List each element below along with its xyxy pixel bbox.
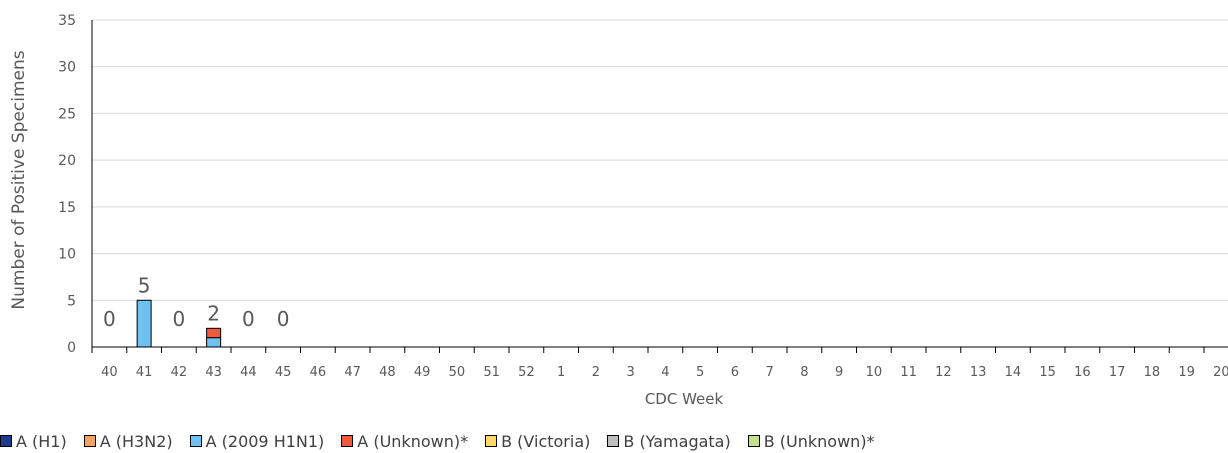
legend-swatch (485, 435, 498, 447)
y-tick-label: 30 (58, 60, 76, 76)
y-tick-label: 15 (58, 200, 76, 216)
x-tick-label: 10 (866, 365, 883, 380)
x-tick-label: 52 (518, 365, 535, 380)
x-tick-label: 11 (900, 365, 917, 380)
legend-swatch (189, 435, 202, 447)
total-label: 2 (207, 301, 220, 325)
x-tick-label: 15 (1039, 365, 1056, 380)
x-tick-label: 6 (731, 365, 739, 380)
y-tick-label: 35 (58, 13, 76, 29)
x-tick-label: 51 (483, 365, 500, 380)
x-tick-label: 13 (970, 365, 987, 380)
legend-label: B (Unknown)* (763, 431, 875, 451)
x-axis: 40 41 42 43 44 45 46 47 48 49 50 51 52 1 2 3 4 5 6 7 8 9 10 11 1… (91, 20, 1228, 380)
x-tick-label: 19 (1178, 365, 1195, 380)
x-tick-label: 20 (1213, 365, 1228, 380)
x-axis-label: CDC Week (645, 390, 724, 408)
legend-item: A (Unknown)* (341, 432, 468, 451)
x-tick-label: 7 (765, 365, 773, 380)
x-tick-label: 5 (696, 365, 704, 380)
x-tick-label: 18 (1144, 365, 1161, 380)
x-tick-label: 8 (800, 365, 808, 380)
gridlines (92, 19, 1228, 301)
x-tick-label: 50 (449, 365, 466, 380)
x-tick-label: 14 (1005, 365, 1022, 380)
legend-swatch (607, 435, 620, 447)
total-label: 5 (138, 273, 151, 297)
y-tick-label: 5 (67, 293, 76, 309)
total-label: 0 (173, 307, 186, 331)
bar-segment (206, 327, 222, 339)
total-label: 0 (277, 307, 290, 331)
legend-swatch (341, 435, 354, 447)
x-tick-label: 3 (626, 365, 634, 380)
legend-item: A (H3N2) (83, 431, 173, 451)
legend-label: A (2009 H1N1) (205, 431, 325, 451)
x-tick-label: 9 (835, 365, 843, 380)
x-tick-label: 16 (1074, 365, 1091, 380)
x-tick-label: 46 (310, 365, 327, 380)
x-tick-label: 2 (592, 365, 600, 380)
y-tick-label: 25 (58, 106, 76, 122)
x-tick-label: 49 (414, 365, 431, 380)
bars (136, 299, 222, 348)
x-tick-label: 12 (935, 365, 952, 380)
legend-swatch (83, 435, 96, 447)
legend-item: B (Yamagata) (607, 431, 731, 451)
x-tick-label: 1 (557, 365, 565, 380)
legend-item: B (Unknown)* (747, 431, 875, 451)
x-tick-label: 48 (379, 365, 396, 380)
bar-segment (136, 299, 152, 348)
total-label: 0 (103, 307, 116, 331)
x-tick-label: 4 (661, 365, 669, 380)
legend-swatch (0, 435, 12, 447)
legend-label: B (Victoria) (501, 431, 591, 451)
x-tick-label: 43 (205, 365, 222, 380)
legend-label: A (Unknown)* (357, 431, 469, 451)
total-label: 0 (242, 307, 255, 331)
x-tick-label: 17 (1109, 365, 1126, 380)
y-tick-labels: 0 5 10 15 20 25 30 35 (58, 13, 76, 356)
y-axis-label: Number of Positive Specimens (9, 50, 29, 309)
legend-swatch (747, 435, 760, 447)
total-labels: 050 2 0 0 (103, 273, 289, 331)
y-tick-label: 10 (58, 247, 76, 263)
legend-item: A (2009 H1N1) (189, 431, 325, 451)
x-tick-label: 42 (171, 365, 188, 380)
legend-label: A (H1) (16, 431, 67, 451)
x-tick-label: 40 (101, 365, 118, 380)
x-tick-label: 47 (344, 365, 361, 380)
legend-item: B (Victoria) (485, 432, 590, 451)
x-tick-label: 41 (136, 365, 153, 380)
x-tick-label: 44 (240, 365, 257, 380)
x-tick-label: 45 (275, 365, 292, 380)
y-tick-label: 0 (67, 340, 76, 356)
y-tick-label: 20 (58, 153, 76, 169)
legend-label: B (Yamagata) (623, 431, 731, 451)
legend: A (H1) A (H3N2) A (2009 H1N1) A (Unknown)* B… (0, 429, 1228, 453)
legend-item: A (H1) (0, 432, 67, 451)
legend-label: A (H3N2) (99, 431, 173, 451)
bar-segment (206, 337, 222, 348)
